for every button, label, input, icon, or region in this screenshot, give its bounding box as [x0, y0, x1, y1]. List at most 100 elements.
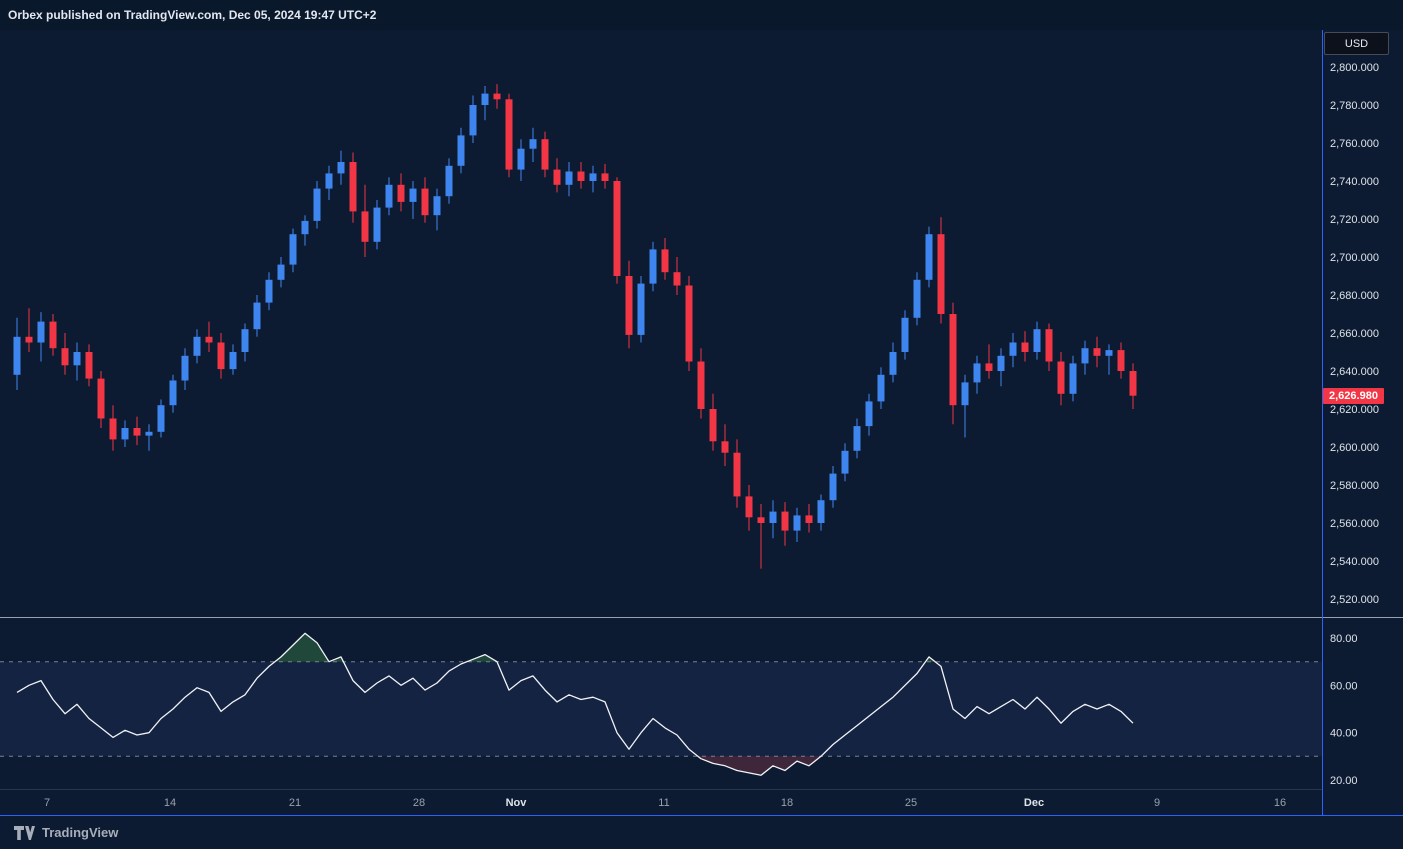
candle-up [841, 450, 849, 474]
price-tick-label: 2,660.000 [1330, 328, 1379, 340]
candle-up [637, 283, 645, 335]
candle-down [133, 428, 141, 436]
rsi-tick-label: 40.00 [1330, 728, 1358, 740]
price-tick-label: 2,540.000 [1330, 556, 1379, 568]
candle-down [541, 139, 549, 170]
candle-down [1129, 371, 1137, 396]
candle-down [601, 173, 609, 181]
candle-up [925, 234, 933, 280]
candle-up [241, 329, 249, 352]
candle-up [253, 302, 261, 330]
candle-down [805, 515, 813, 523]
candle-up [457, 135, 465, 166]
rsi-axis[interactable]: 80.00 60.00 40.00 20.00 [1330, 633, 1358, 787]
candle-up [1105, 350, 1113, 356]
candle-up [325, 173, 333, 189]
publish-attribution: Orbex published on TradingView.com, Dec … [0, 0, 1403, 30]
candle-up [145, 431, 153, 436]
candle-down [25, 336, 33, 343]
price-tick-label: 2,700.000 [1330, 252, 1379, 264]
candle-down [781, 511, 789, 531]
candle-down [721, 441, 729, 453]
candle-up [1081, 348, 1089, 364]
candle-down [49, 321, 57, 349]
candle-up [517, 148, 525, 170]
candle-down [1093, 348, 1101, 356]
candle-up [433, 196, 441, 216]
price-tick-label: 2,680.000 [1330, 290, 1379, 302]
time-tick-label: 9 [1154, 797, 1160, 809]
candle-up [961, 382, 969, 406]
candle-up [13, 336, 21, 375]
price-tick-label: 2,780.000 [1330, 100, 1379, 112]
candle-down [577, 171, 585, 181]
candle-up [373, 207, 381, 242]
time-axis[interactable]: 7 14 21 28 Nov 11 18 25 Dec 9 16 [44, 797, 1286, 809]
candle-up [829, 473, 837, 501]
candle-up [313, 188, 321, 221]
time-tick-label: Dec [1024, 797, 1044, 809]
tradingview-logo-icon[interactable] [14, 825, 35, 840]
candle-down [1057, 361, 1065, 394]
candle-down [949, 314, 957, 406]
price-tick-label: 2,800.000 [1330, 62, 1379, 74]
candle-up [1009, 342, 1017, 356]
candle-up [901, 317, 909, 352]
tradingview-brand[interactable]: TradingView [42, 825, 119, 840]
candle-down [361, 211, 369, 242]
price-tick-label: 2,560.000 [1330, 518, 1379, 530]
time-tick-label: 11 [658, 797, 669, 809]
candle-down [349, 162, 357, 212]
candle-down [1117, 350, 1125, 371]
price-tick-label: 2,720.000 [1330, 214, 1379, 226]
candle-up [337, 162, 345, 174]
candle-up [301, 220, 309, 235]
candle-up [889, 352, 897, 375]
candle-up [385, 184, 393, 208]
price-axis[interactable]: 2,800.000 2,780.000 2,760.000 2,740.000 2,72… [1330, 62, 1379, 606]
candle-up [997, 355, 1005, 371]
candle-up [793, 515, 801, 531]
candle-down [97, 378, 105, 419]
candle-up [817, 500, 825, 523]
candle-up [409, 188, 417, 202]
price-tick-label: 2,740.000 [1330, 176, 1379, 188]
candle-down [205, 336, 213, 343]
candle-up [121, 428, 129, 440]
time-tick-label: Nov [506, 797, 528, 809]
candle-up [73, 352, 81, 366]
candle-up [865, 401, 873, 427]
candle-up [565, 171, 573, 185]
price-tick-label: 2,640.000 [1330, 366, 1379, 378]
rsi-tick-label: 20.00 [1330, 775, 1358, 787]
time-tick-label: 14 [164, 797, 176, 809]
separators [0, 30, 1403, 816]
candle-down [613, 181, 621, 276]
candle-up [1069, 363, 1077, 394]
candle-up [589, 173, 597, 181]
candle-down [421, 188, 429, 216]
candle-up [289, 234, 297, 265]
time-tick-label: 7 [44, 797, 50, 809]
price-tick-label: 2,580.000 [1330, 480, 1379, 492]
candle-up [649, 249, 657, 284]
candle-down [217, 342, 225, 370]
candle-down [1045, 329, 1053, 362]
candle-up [529, 139, 537, 149]
rsi-pane [16, 632, 1134, 776]
price-tick-label: 2,620.000 [1330, 404, 1379, 416]
time-tick-label: 18 [781, 797, 793, 809]
candle-down [757, 517, 765, 523]
candle-up [37, 321, 45, 343]
currency-toggle-button[interactable]: USD [1324, 32, 1389, 55]
candle-up [193, 336, 201, 356]
candle-down [109, 418, 117, 440]
rsi-tick-label: 60.00 [1330, 680, 1358, 692]
last-price-label: 2,626.980 [1323, 387, 1384, 404]
price-tick-label: 2,760.000 [1330, 138, 1379, 150]
candle-down [85, 352, 93, 379]
footer-bar: TradingView [0, 816, 1403, 849]
rsi-overbought-fill [275, 633, 329, 662]
candle-up [181, 355, 189, 381]
